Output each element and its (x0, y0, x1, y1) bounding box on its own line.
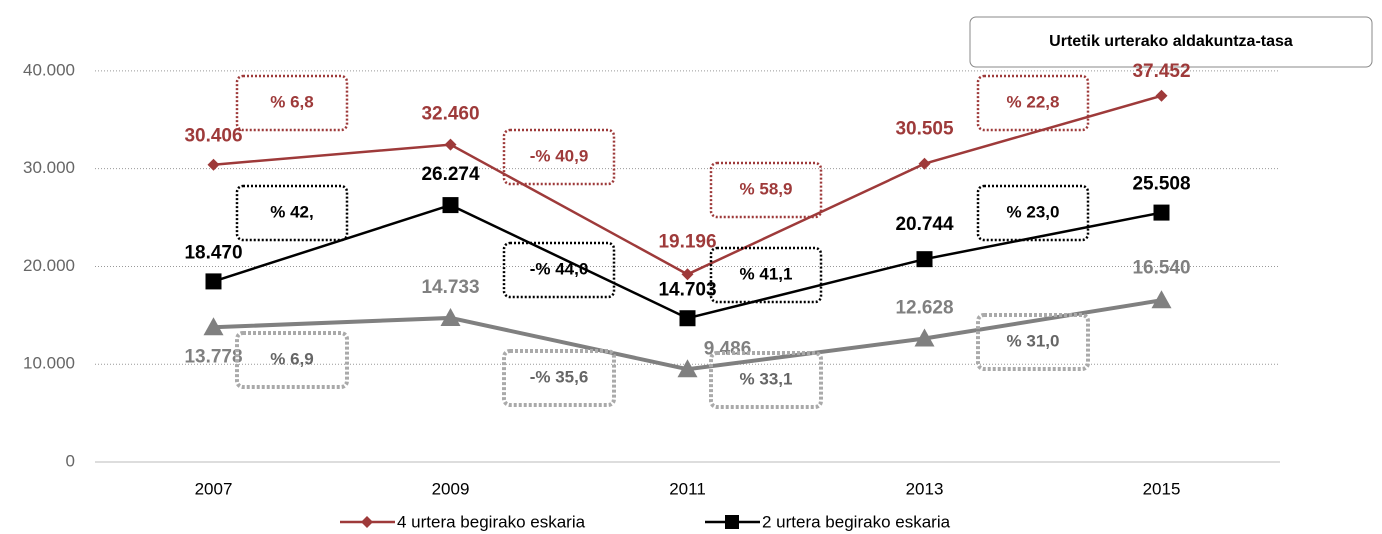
change-label: % 58,9 (740, 179, 793, 198)
data-label: 12.628 (895, 298, 953, 319)
data-label: 14.733 (421, 277, 479, 298)
x-tick-label: 2009 (432, 479, 470, 498)
data-label: 25.508 (1132, 174, 1190, 195)
marker (1155, 89, 1168, 102)
x-tick-label: 2007 (195, 479, 233, 498)
marker (681, 268, 694, 281)
data-label: 26.274 (421, 164, 480, 185)
y-tick-label: 10.000 (23, 354, 75, 373)
change-box (502, 241, 616, 299)
change-box (709, 351, 823, 409)
marker (916, 251, 933, 268)
change-label: % 41,1 (740, 264, 793, 283)
marker (679, 310, 696, 327)
legend-marker (725, 515, 739, 529)
change-box (502, 349, 616, 407)
marker (1151, 290, 1172, 309)
change-label: % 23,0 (1007, 202, 1060, 221)
y-tick-label: 20.000 (23, 256, 75, 275)
change-label: -% 35,6 (530, 367, 589, 386)
legend-label: 2 urtera begirako eskaria (762, 512, 951, 531)
marker (205, 273, 222, 290)
data-label: 20.744 (895, 214, 954, 235)
marker (677, 359, 698, 378)
data-label: 19.196 (658, 231, 716, 252)
change-label: -% 44,0 (530, 259, 589, 278)
data-label: 16.540 (1132, 257, 1190, 278)
change-label: % 22,8 (1007, 92, 1060, 111)
annotation: Urtetik urterako aldakuntza-tasa (1049, 33, 1293, 50)
change-label: % 6,8 (270, 92, 313, 111)
data-label: 13.778 (184, 346, 242, 367)
data-label: 14.703 (658, 279, 716, 300)
change-box (502, 128, 616, 186)
change-label: % 33,1 (740, 369, 793, 388)
x-tick-label: 2013 (906, 479, 944, 498)
change-label: % 6,9 (270, 349, 313, 368)
change-label: % 42, (270, 202, 313, 221)
change-label: % 31,0 (1007, 331, 1060, 350)
data-label: 18.470 (184, 242, 242, 263)
data-label: 32.460 (421, 104, 479, 125)
change-box (709, 246, 823, 304)
annotation-box (969, 16, 1373, 68)
marker (444, 138, 457, 151)
change-box (235, 331, 349, 389)
y-tick-label: 40.000 (23, 60, 75, 79)
marker (207, 158, 220, 171)
data-label: 30.406 (184, 126, 242, 147)
change-box (976, 74, 1090, 132)
x-tick-label: 2011 (669, 479, 706, 498)
x-tick-label: 2015 (1143, 479, 1181, 498)
change-box (235, 184, 349, 242)
change-label: -% 40,9 (530, 146, 589, 165)
change-box (976, 184, 1090, 242)
y-tick-label: 0 (66, 451, 75, 470)
change-box (235, 74, 349, 132)
legend-label: 4 urtera begirako eskaria (397, 512, 586, 531)
data-label: 37.452 (1132, 61, 1190, 82)
marker (440, 307, 461, 326)
change-box (709, 161, 823, 219)
y-tick-label: 30.000 (23, 158, 75, 177)
marker (918, 157, 931, 170)
marker (1153, 204, 1170, 221)
marker (203, 317, 224, 336)
marker (914, 328, 935, 347)
marker (442, 197, 459, 214)
legend-marker (361, 516, 373, 528)
line (213, 203, 1162, 320)
data-label: 30.505 (895, 119, 954, 140)
change-box (976, 313, 1090, 371)
